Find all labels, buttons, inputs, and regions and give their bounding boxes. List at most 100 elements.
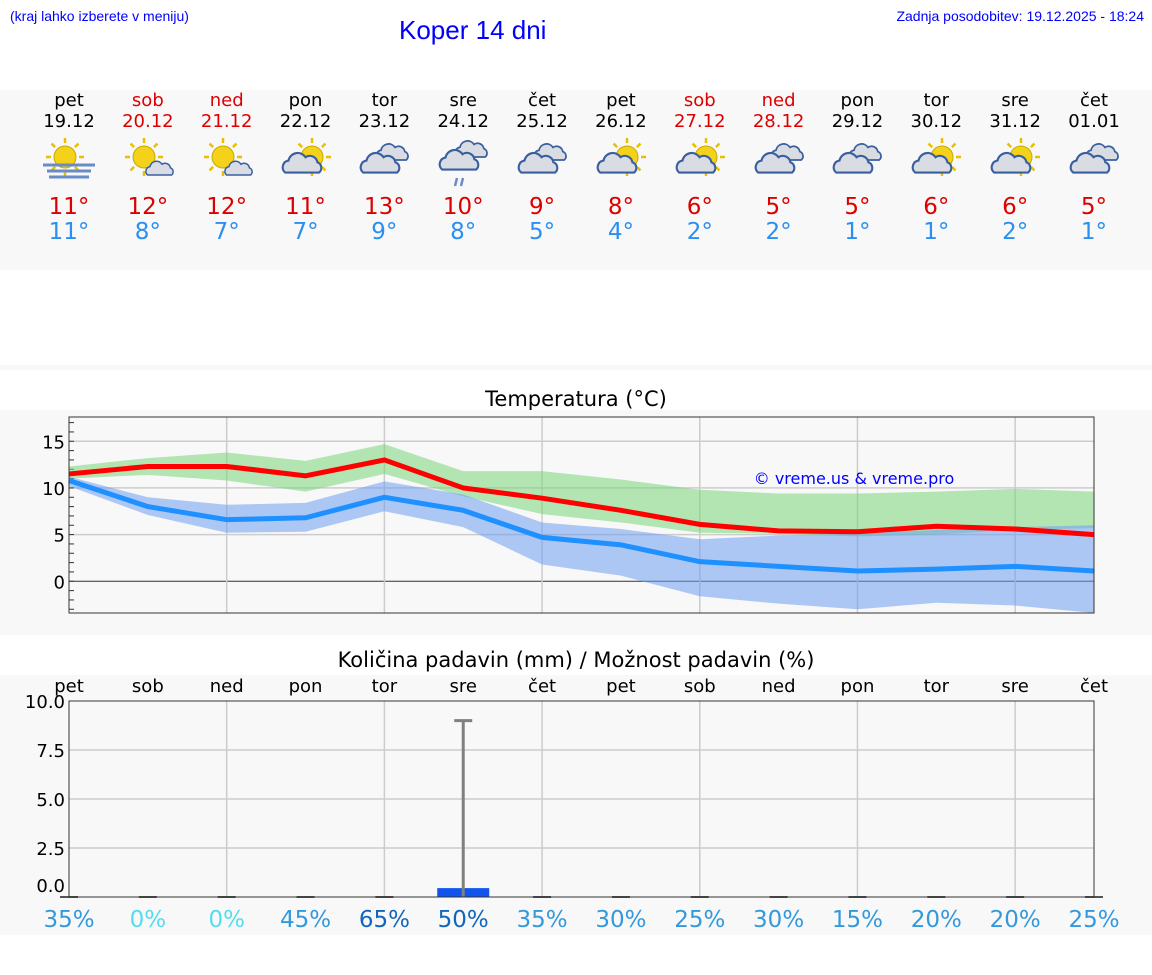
- min-temperature-line: [68, 478, 1095, 574]
- day-name: čet: [1079, 90, 1109, 111]
- precipitation-probability: 0%: [208, 907, 245, 933]
- daily-forecast-strip: pet 19.12 11° 11° sob 20.12 12° 8° ned 21.…: [0, 90, 1152, 270]
- max-temperature: 5°: [1080, 194, 1108, 220]
- y-tick-label: 10.0: [25, 692, 65, 713]
- day-column: sre 24.12 10° 8°: [424, 90, 502, 244]
- day-column: pet 26.12 8° 4°: [582, 90, 660, 244]
- day-date: 30.12: [910, 111, 963, 132]
- day-column: tor 23.12 13° 9°: [345, 90, 423, 244]
- y-tick-label: 0: [54, 572, 65, 593]
- min-temperature: 2°: [1002, 219, 1029, 245]
- max-temperature: 9°: [528, 194, 556, 220]
- precipitation-panel: 10.0 7.5 5.0 2.5 0.0 pet 35% sob 0% ned 0% pon 45% to…: [0, 675, 1152, 935]
- max-temperature: 11°: [285, 194, 326, 220]
- day-column: pon 22.12 11° 7°: [267, 90, 345, 244]
- plot-border: [68, 416, 1095, 614]
- x-day-label: sob: [132, 676, 164, 697]
- max-temperature: 10°: [442, 194, 484, 220]
- precipitation-probability: 30%: [595, 907, 646, 933]
- day-name: sob: [131, 90, 164, 111]
- precipitation-chart-title: Količina padavin (mm) / Možnost padavin …: [337, 648, 815, 672]
- cloudy-icon: [818, 136, 896, 188]
- max-temperature: 8°: [607, 194, 634, 220]
- day-date: 31.12: [989, 111, 1041, 132]
- day-column: pon 29.12 5° 1°: [818, 90, 896, 244]
- min-temperature: 8°: [450, 219, 477, 245]
- max-temperature: 6°: [1002, 194, 1029, 220]
- plot-border: [68, 700, 1095, 898]
- temperature-chart-title: Temperatura (°C): [485, 387, 667, 411]
- max-temperature: 5°: [844, 194, 871, 220]
- min-temperature: 1°: [844, 219, 871, 245]
- precipitation-probability: 25%: [1068, 907, 1119, 933]
- day-date: 22.12: [279, 111, 332, 132]
- x-day-label: sob: [684, 676, 716, 697]
- max-temperature: 5°: [765, 194, 792, 220]
- day-date: 29.12: [831, 111, 884, 132]
- day-name: sre: [1001, 90, 1029, 111]
- min-temperature: 8°: [134, 219, 161, 245]
- precipitation-probability: 0%: [130, 907, 167, 933]
- precipitation-probability: 20%: [990, 907, 1041, 933]
- precipitation-probability: 45%: [280, 907, 331, 933]
- day-name: tor: [371, 90, 398, 111]
- partly-cloudy-icon: [661, 136, 739, 188]
- max-temperature-line: [68, 457, 1095, 538]
- min-temperature: 9°: [371, 219, 398, 245]
- day-column: sre 31.12 6° 2°: [976, 90, 1054, 244]
- partly-cloudy-icon: [976, 136, 1054, 188]
- page-title: Koper 14 dni: [399, 15, 547, 45]
- partly-cloudy-icon: [897, 136, 975, 188]
- x-day-label: pon: [841, 676, 875, 697]
- last-updated: Zadnja posodobitev: 19.12.2025 - 18:24: [896, 8, 1144, 24]
- watermark: © vreme.us & vreme.pro: [754, 469, 955, 488]
- precipitation-probability: 50%: [438, 907, 489, 933]
- day-name: pon: [288, 90, 323, 111]
- min-temperature: 2°: [765, 219, 792, 245]
- cloudy-rain-icon: [424, 136, 502, 188]
- x-day-label: pet: [54, 676, 84, 697]
- x-day-label: sre: [449, 676, 476, 697]
- precipitation-probability: 35%: [43, 907, 94, 933]
- min-temperature: 11°: [48, 219, 90, 245]
- divider: [0, 365, 1152, 370]
- day-column: sob 20.12 12° 8°: [109, 90, 187, 244]
- x-day-label: pet: [606, 676, 636, 697]
- y-tick-label: 5.0: [36, 790, 65, 811]
- day-date: 28.12: [752, 111, 805, 132]
- y-tick-label: 10: [42, 479, 65, 500]
- x-day-label: tor: [924, 676, 950, 697]
- y-tick-label: 0.0: [36, 876, 65, 897]
- max-temperature: 12°: [206, 194, 248, 220]
- precipitation-probability: 15%: [832, 907, 883, 933]
- max-temperature: 12°: [127, 194, 169, 220]
- max-temperature: 6°: [923, 194, 950, 220]
- sun-small-cloud-icon: [109, 136, 187, 188]
- day-name: pet: [606, 90, 636, 111]
- x-day-label: ned: [210, 676, 244, 697]
- day-column: sob 27.12 6° 2°: [661, 90, 739, 244]
- precipitation-chart: 10.0 7.5 5.0 2.5 0.0 pet 35% sob 0% ned 0% pon 45% to…: [25, 676, 1120, 933]
- precipitation-probability: 65%: [359, 907, 410, 933]
- day-date: 23.12: [358, 111, 411, 132]
- partly-cloudy-icon: [582, 136, 660, 188]
- day-date: 27.12: [674, 111, 726, 132]
- x-day-label: čet: [528, 676, 556, 697]
- day-column: pet 19.12 11° 11°: [30, 90, 108, 244]
- day-name: čet: [528, 90, 557, 111]
- x-day-label: čet: [1080, 676, 1108, 697]
- x-day-label: tor: [372, 676, 398, 697]
- min-temperature: 1°: [923, 219, 950, 245]
- day-name: pet: [54, 90, 84, 111]
- day-name: ned: [209, 90, 244, 111]
- precipitation-probability: 35%: [517, 907, 568, 933]
- sun-fog-icon: [30, 136, 108, 188]
- cloudy-icon: [345, 136, 423, 188]
- x-day-label: pon: [289, 676, 323, 697]
- day-column: ned 28.12 5° 2°: [740, 90, 818, 244]
- y-tick-label: 2.5: [36, 839, 65, 860]
- precipitation-probability: 30%: [753, 907, 804, 933]
- day-date: 20.12: [122, 111, 174, 132]
- day-date: 26.12: [595, 111, 647, 132]
- y-tick-label: 15: [42, 432, 65, 453]
